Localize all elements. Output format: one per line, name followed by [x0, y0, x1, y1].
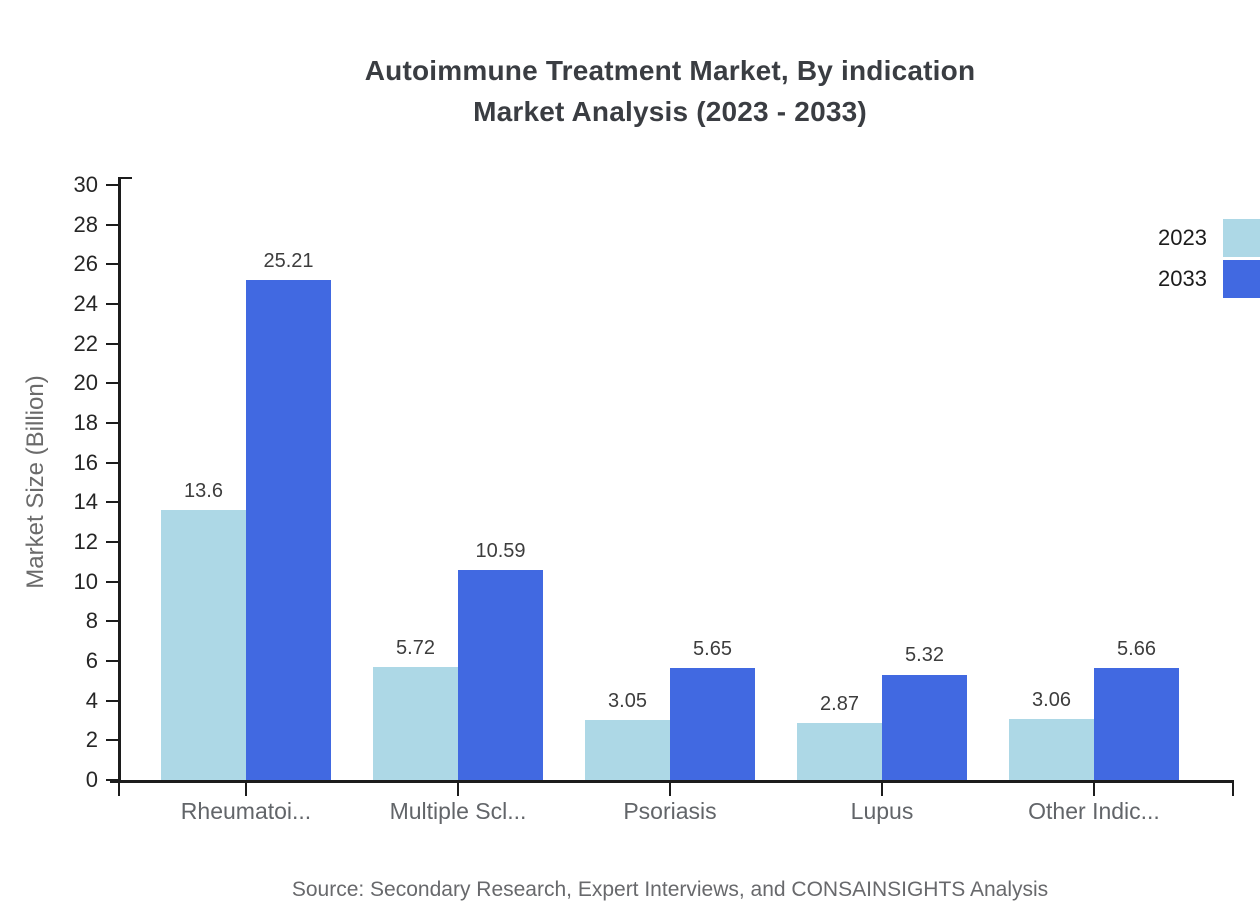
y-tick-label: 26 — [73, 251, 98, 277]
legend-swatch-icon — [1223, 218, 1260, 257]
chart-title-line1: Autoimmune Treatment Market, By indicati… — [364, 55, 976, 86]
x-axis-end-cap — [1232, 783, 1234, 796]
y-tick — [106, 779, 118, 781]
y-tick — [106, 382, 118, 385]
legend-label: 2023 — [1158, 224, 1207, 250]
y-tick-label: 12 — [73, 529, 98, 554]
bar-value-label: 2.87 — [820, 693, 859, 716]
x-category-label: Lupus — [850, 798, 914, 824]
y-tick-label: 30 — [73, 172, 98, 197]
x-category-tick — [669, 783, 671, 796]
y-tick — [106, 184, 118, 186]
y-tick-label: 10 — [73, 568, 98, 594]
x-category-label: Rheumatoi... — [180, 798, 312, 824]
bar-2023 — [373, 666, 458, 780]
y-tick — [106, 342, 118, 345]
bar-value-label: 13.6 — [184, 480, 223, 503]
y-tick-label: 20 — [73, 370, 98, 396]
bar-2033 — [882, 674, 967, 780]
x-category-label: Other Indic... — [1028, 798, 1160, 824]
y-tick-label: 14 — [73, 489, 98, 515]
y-tick — [106, 461, 118, 464]
bar-value-label: 5.65 — [693, 637, 732, 660]
y-tick — [106, 739, 118, 742]
x-category-tick — [457, 783, 459, 796]
y-tick — [106, 422, 118, 424]
y-axis-line — [118, 177, 121, 780]
plot-area: 0 2 4 6 8 10 12 14 16 18 20 22 24 26 28 30 Rheumatoi... 1… — [74, 172, 1234, 824]
bar-value-label: 5.32 — [905, 644, 944, 667]
bar-2033 — [246, 280, 331, 780]
bar-2033 — [670, 667, 755, 780]
x-category-tick — [1093, 783, 1095, 796]
y-axis-end-cap — [118, 177, 132, 179]
x-category-label: Multiple Scl... — [389, 798, 527, 824]
y-tick-label: 28 — [73, 211, 98, 237]
y-tick — [106, 541, 118, 543]
y-tick-label: 4 — [85, 687, 98, 713]
y-tick-label: 6 — [85, 648, 98, 673]
bar-2023 — [585, 719, 670, 780]
source-note: Source: Secondary Research, Expert Inter… — [291, 878, 1049, 901]
chart-title-line2: Market Analysis (2023 - 2033) — [473, 96, 867, 127]
y-tick — [106, 580, 118, 583]
y-tick — [106, 620, 118, 623]
y-tick — [106, 501, 118, 504]
bar-2023 — [1009, 719, 1094, 780]
y-tick-label: 16 — [73, 449, 98, 475]
chart-title: Autoimmune Treatment Market, By indicati… — [118, 50, 1222, 132]
y-tick — [106, 263, 118, 266]
bar-value-label: 5.72 — [396, 636, 435, 659]
legend: 2023 2033 — [1158, 217, 1260, 299]
x-category-tick — [245, 783, 247, 796]
y-tick — [106, 303, 118, 305]
x-category-tick — [881, 783, 883, 796]
legend-swatch-icon — [1223, 259, 1260, 298]
bar-2033 — [1094, 667, 1179, 780]
y-tick-label: 8 — [85, 608, 98, 634]
bar-2033 — [458, 569, 543, 780]
y-axis-title: Market Size (Billion) — [22, 375, 49, 589]
legend-item-2033: 2033 — [1158, 258, 1260, 299]
y-tick-label: 2 — [85, 727, 98, 753]
bar-value-label: 3.06 — [1032, 689, 1071, 712]
bar-value-label: 3.05 — [608, 689, 647, 712]
y-tick — [106, 223, 118, 226]
x-axis-line — [110, 780, 1234, 783]
legend-item-2023: 2023 — [1158, 217, 1260, 258]
y-tick-label: 22 — [73, 330, 98, 356]
y-tick-label: 24 — [73, 291, 98, 316]
x-category-label: Psoriasis — [623, 798, 717, 824]
y-tick-label: 0 — [85, 767, 98, 792]
legend-label: 2033 — [1158, 265, 1207, 291]
bar-value-label: 10.59 — [475, 539, 526, 562]
bar-value-label: 25.21 — [263, 250, 314, 272]
bar-2023 — [797, 723, 882, 780]
x-axis-origin-tick — [118, 783, 120, 796]
bar-2023 — [161, 510, 246, 780]
bar-value-label: 5.66 — [1117, 637, 1156, 660]
y-tick — [106, 699, 118, 702]
y-tick-label: 18 — [73, 410, 98, 435]
y-tick — [106, 660, 118, 662]
